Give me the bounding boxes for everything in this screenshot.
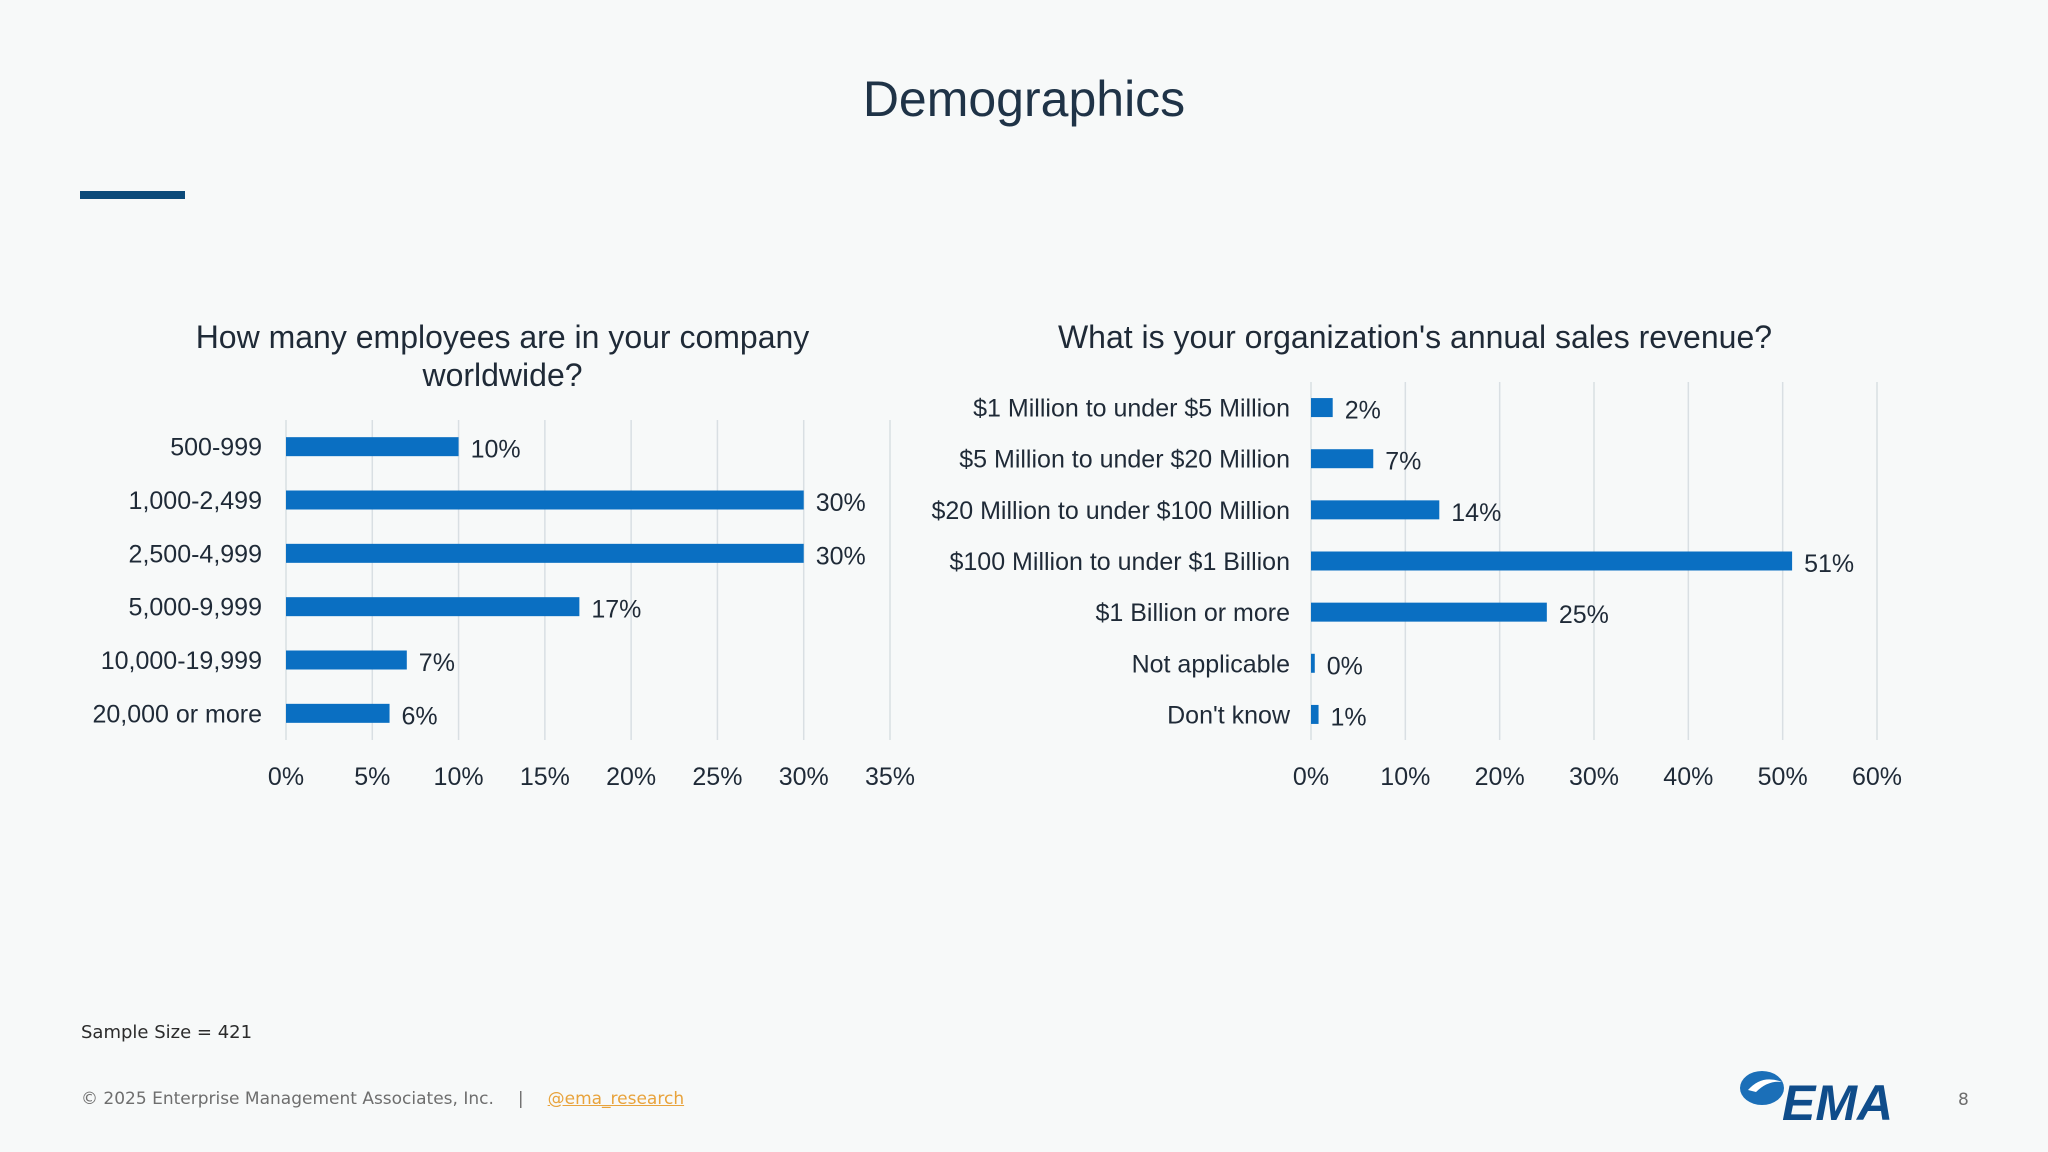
revenue-category-label: Don't know [1167,701,1291,729]
ema-logo-swoosh-icon [1740,1071,1784,1105]
employees-data-label: 6% [402,702,438,730]
employees-category-label: 1,000-2,499 [129,487,262,515]
revenue-bar [1311,398,1333,418]
employees-category-label: 5,000-9,999 [129,594,262,622]
slide-title: Demographics [862,71,1186,127]
employees-x-tick-label: 25% [692,763,742,791]
employees-category-label: 20,000 or more [92,700,262,728]
revenue-bar [1311,551,1793,571]
revenue-category-label: $1 Billion or more [1095,599,1290,627]
employees-data-label: 17% [591,596,641,624]
revenue-data-label: 2% [1345,397,1381,425]
employees-bar [286,543,804,563]
page-number: 8 [1958,1090,1969,1110]
employees-x-tick-label: 5% [354,763,390,791]
employees-bar [286,703,390,723]
sample-size: Sample Size = 421 [81,1022,253,1043]
employees-bar [286,650,407,670]
employees-category-label: 10,000-19,999 [101,647,262,675]
employees-x-tick-label: 30% [779,763,829,791]
revenue-data-label: 14% [1451,499,1501,527]
revenue-category-label: Not applicable [1132,650,1290,678]
employees-x-tick-label: 35% [865,763,915,791]
employees-data-label: 30% [816,542,866,570]
revenue-x-tick-label: 20% [1475,763,1525,791]
chart-title-revenue: What is your organization's annual sales… [1057,319,1773,355]
revenue-category-label: $1 Million to under $5 Million [973,395,1290,423]
footer-separator: | [517,1089,524,1109]
revenue-x-tick-label: 0% [1293,763,1329,791]
revenue-data-label: 51% [1804,550,1854,578]
employees-x-tick-label: 10% [434,763,484,791]
revenue-x-tick-label: 60% [1852,763,1902,791]
ema-logo: EMA [1740,1071,1893,1124]
revenue-category-label: $5 Million to under $20 Million [959,446,1290,474]
employees-bar [286,490,804,510]
revenue-bar [1311,500,1440,520]
revenue-x-tick-label: 30% [1569,763,1619,791]
chart-title-employees: How many employees are in your company w… [195,319,810,393]
revenue-bar [1311,449,1374,469]
employees-category-label: 2,500-4,999 [129,540,262,568]
revenue-x-tick-label: 40% [1663,763,1713,791]
employees-bar [286,597,580,617]
revenue-data-label: 1% [1331,703,1367,731]
accent-rule [80,191,185,199]
employees-x-tick-label: 15% [520,763,570,791]
employees-category-label: 500-999 [170,434,262,462]
revenue-category-label: $20 Million to under $100 Million [931,497,1290,525]
employees-data-label: 10% [471,436,521,464]
employees-x-tick-label: 0% [268,763,304,791]
revenue-bar [1311,704,1319,724]
employees-data-label: 7% [419,649,455,677]
employees-bar [286,437,459,457]
revenue-data-label: 25% [1559,601,1609,629]
twitter-handle-link[interactable]: @ema_research [547,1089,685,1109]
ema-logo-text: EMA [1782,1075,1893,1124]
revenue-x-tick-label: 10% [1380,763,1430,791]
revenue-bar [1311,653,1315,673]
revenue-category-label: $100 Million to under $1 Billion [950,548,1291,576]
employees-data-label: 30% [816,489,866,517]
revenue-bar [1311,602,1547,622]
revenue-data-label: 7% [1385,448,1421,476]
revenue-data-label: 0% [1327,652,1363,680]
employees-x-tick-label: 20% [606,763,656,791]
revenue-x-tick-label: 50% [1758,763,1808,791]
footer: © 2025 Enterprise Management Associates,… [81,1089,684,1109]
copyright: © 2025 Enterprise Management Associates,… [81,1089,494,1109]
